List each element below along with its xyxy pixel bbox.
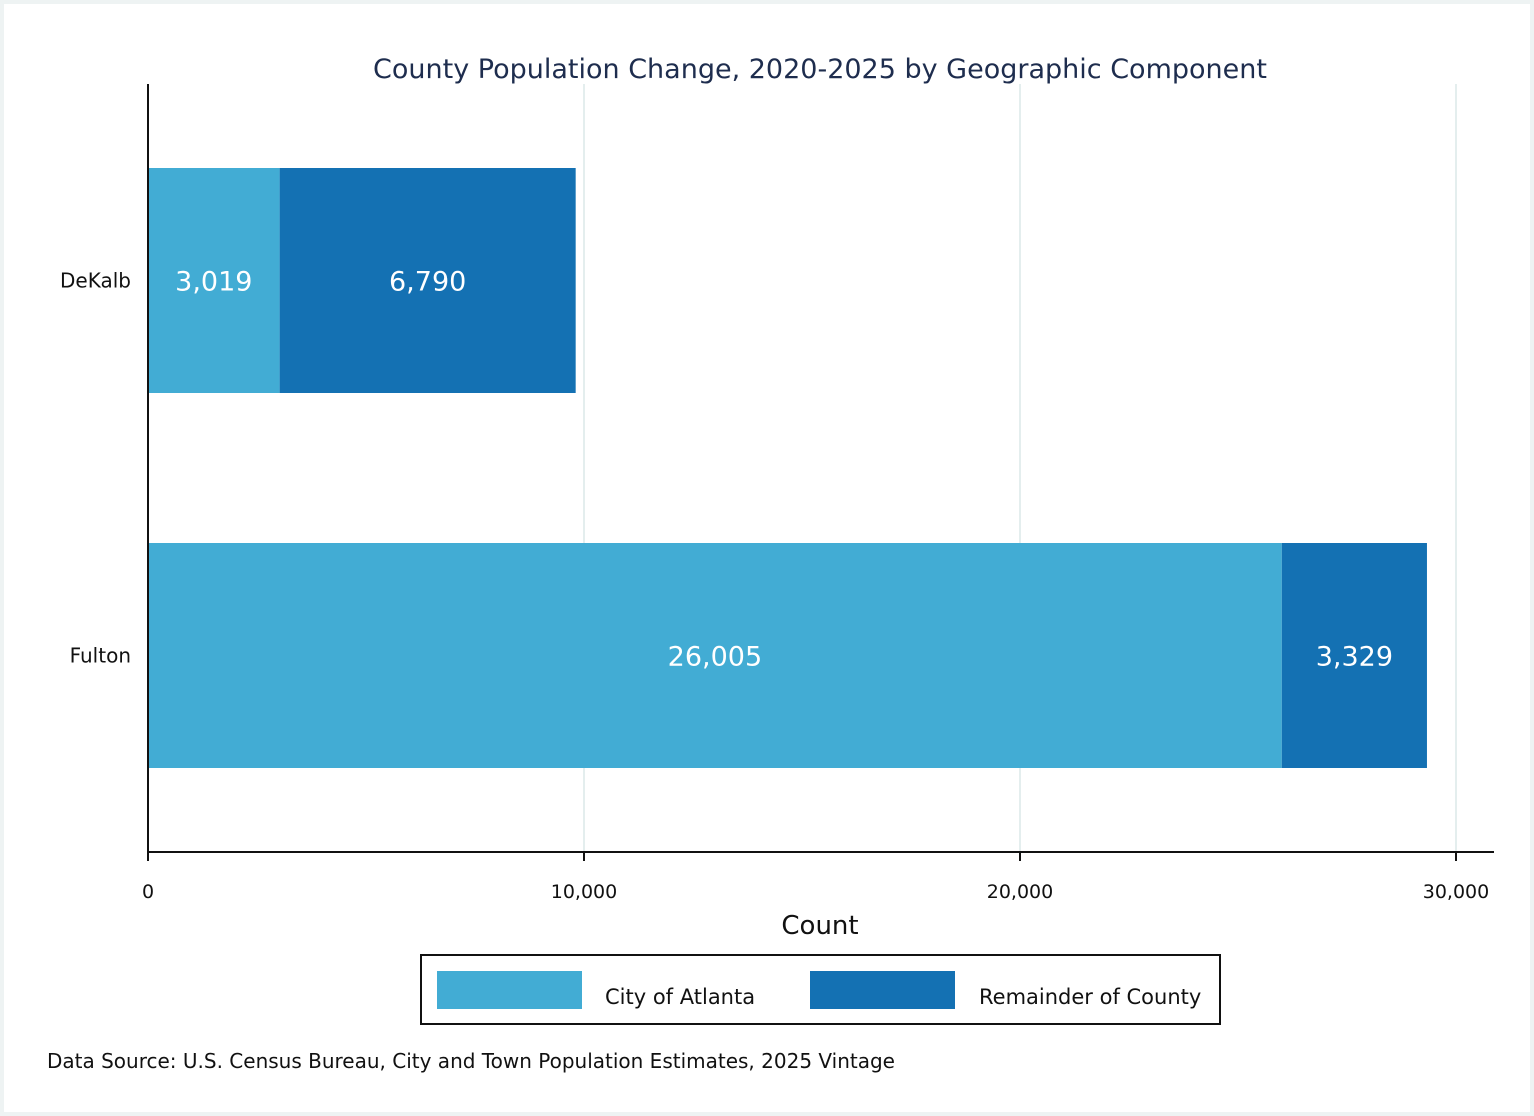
x-tick-label-0: 0 — [142, 881, 154, 903]
x-tick-label-10000: 10,000 — [551, 881, 617, 903]
legend-label-city-of-atlanta: City of Atlanta — [605, 985, 755, 1009]
bar-chart: County Population Change, 2020-2025 by G… — [60, 54, 1494, 1025]
legend: City of Atlanta Remainder of County — [420, 954, 1221, 1025]
legend-label-remainder-of-county: Remainder of County — [979, 985, 1201, 1009]
bar-label-fulton-remainder-of-county: 3,329 — [1316, 642, 1393, 673]
category-labels: DeKalb Fulton — [60, 269, 131, 668]
bars: 3,019 6,790 26,005 3,329 — [148, 168, 1427, 768]
bar-label-dekalb-remainder-of-county: 6,790 — [389, 267, 466, 298]
bar-label-fulton-city-of-atlanta: 26,005 — [668, 642, 762, 673]
x-axis-title: Count — [781, 911, 858, 941]
legend-swatch-remainder-of-county — [810, 971, 955, 1009]
category-label-fulton: Fulton — [70, 644, 131, 668]
source-note: Data Source: U.S. Census Bureau, City an… — [47, 1049, 895, 1073]
axes — [147, 84, 1494, 853]
x-ticks: 0 10,000 20,000 30,000 — [142, 852, 1489, 903]
chart-title: County Population Change, 2020-2025 by G… — [373, 54, 1267, 85]
legend-swatch-city-of-atlanta — [437, 971, 582, 1009]
bar-fulton-city-of-atlanta — [148, 543, 1282, 768]
bar-fulton-remainder-of-county — [1281, 543, 1427, 768]
chart-frame: County Population Change, 2020-2025 by G… — [4, 4, 1530, 1112]
bar-label-dekalb-city-of-atlanta: 3,019 — [175, 267, 252, 298]
bar-dekalb-city-of-atlanta — [148, 168, 280, 393]
bar-dekalb-remainder-of-county — [279, 168, 576, 393]
category-label-dekalb: DeKalb — [60, 269, 131, 293]
x-tick-label-20000: 20,000 — [987, 881, 1053, 903]
x-tick-label-30000: 30,000 — [1423, 881, 1489, 903]
